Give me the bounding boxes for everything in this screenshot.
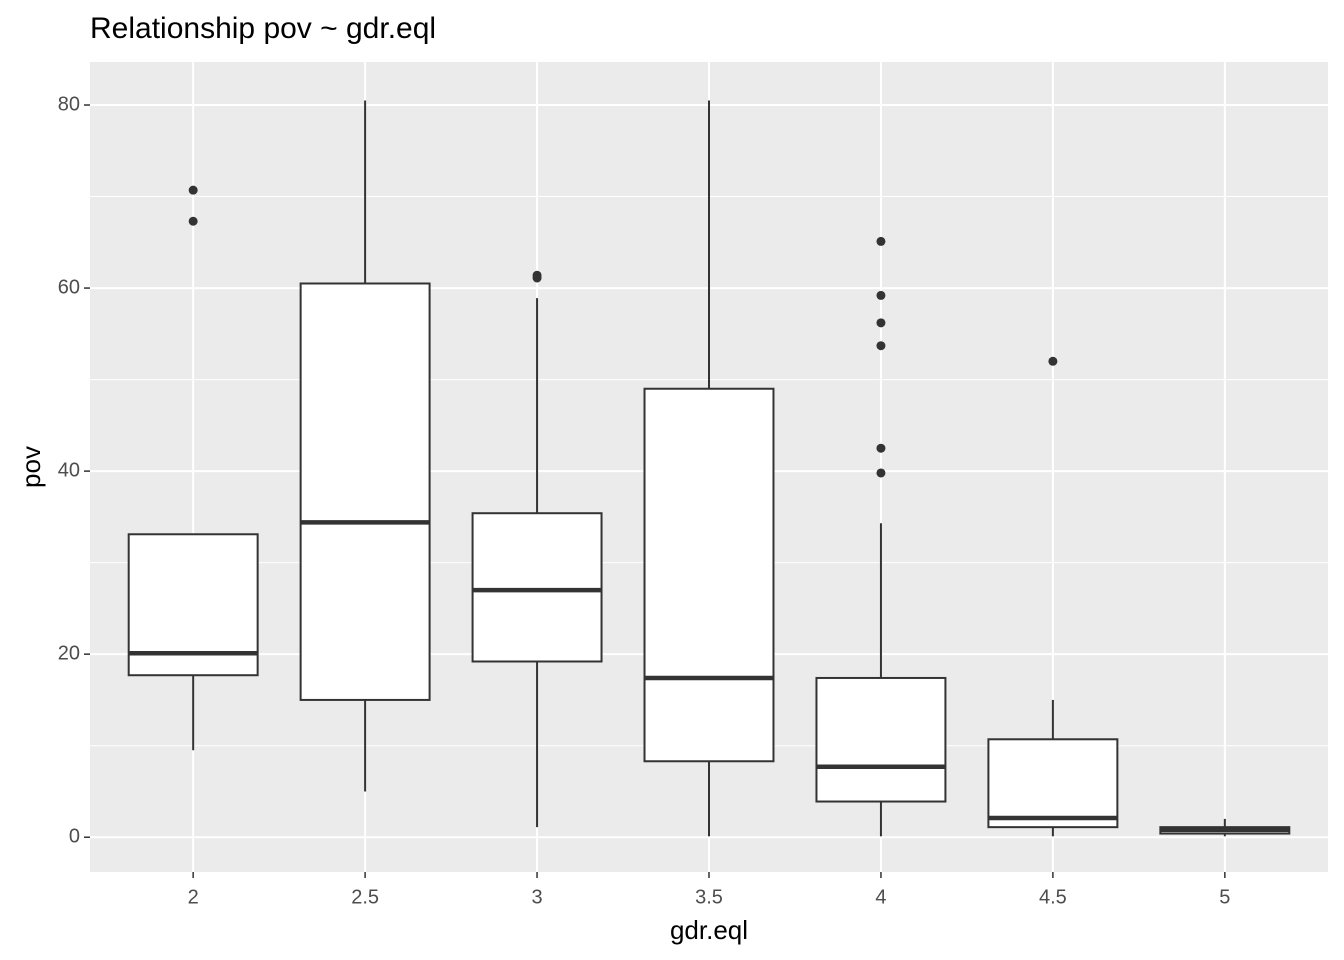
outlier — [876, 290, 886, 300]
y-tick-label: 40 — [58, 459, 80, 481]
x-axis-title: gdr.eql — [670, 915, 748, 945]
box — [299, 282, 431, 701]
box — [987, 738, 1119, 829]
outlier — [876, 318, 886, 328]
y-tick-label: 20 — [58, 642, 80, 664]
outlier — [876, 341, 886, 351]
x-tick-label: 2 — [188, 886, 199, 908]
box — [471, 512, 603, 663]
y-tick-label: 80 — [58, 93, 80, 115]
outlier — [188, 216, 198, 226]
outlier — [876, 468, 886, 478]
x-tick-label: 4.5 — [1039, 886, 1067, 908]
outlier — [532, 273, 542, 283]
outlier — [876, 443, 886, 453]
x-tick-label: 2.5 — [351, 886, 379, 908]
box — [643, 387, 775, 763]
x-tick-label: 3 — [531, 886, 542, 908]
box — [815, 676, 947, 803]
chart-title: Relationship pov ~ gdr.eql — [90, 12, 436, 45]
x-tick-label: 5 — [1219, 886, 1230, 908]
x-tick-label: 3.5 — [695, 886, 723, 908]
outlier — [188, 185, 198, 195]
outlier — [1048, 356, 1058, 366]
y-axis-title: pov — [16, 446, 46, 488]
y-tick-label: 60 — [58, 276, 80, 298]
x-tick-label: 4 — [875, 886, 886, 908]
y-tick-label: 0 — [69, 826, 80, 848]
outlier — [876, 236, 886, 246]
